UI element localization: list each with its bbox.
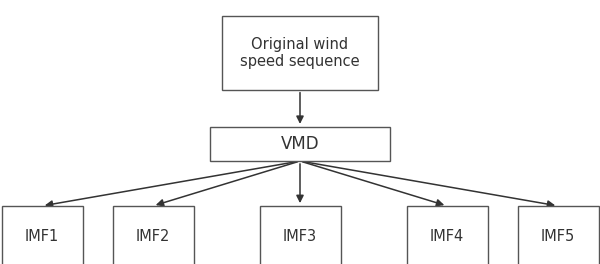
Text: IMF3: IMF3 [283,229,317,244]
FancyBboxPatch shape [113,206,193,264]
Text: Original wind
speed sequence: Original wind speed sequence [240,37,360,69]
FancyBboxPatch shape [2,206,83,264]
FancyBboxPatch shape [260,206,341,264]
Text: IMF2: IMF2 [136,229,170,244]
FancyBboxPatch shape [222,16,378,90]
FancyBboxPatch shape [407,206,487,264]
FancyBboxPatch shape [517,206,599,264]
Text: IMF1: IMF1 [25,229,59,244]
Text: IMF4: IMF4 [430,229,464,244]
Text: IMF5: IMF5 [541,229,575,244]
FancyBboxPatch shape [210,127,390,161]
Text: VMD: VMD [281,135,319,153]
